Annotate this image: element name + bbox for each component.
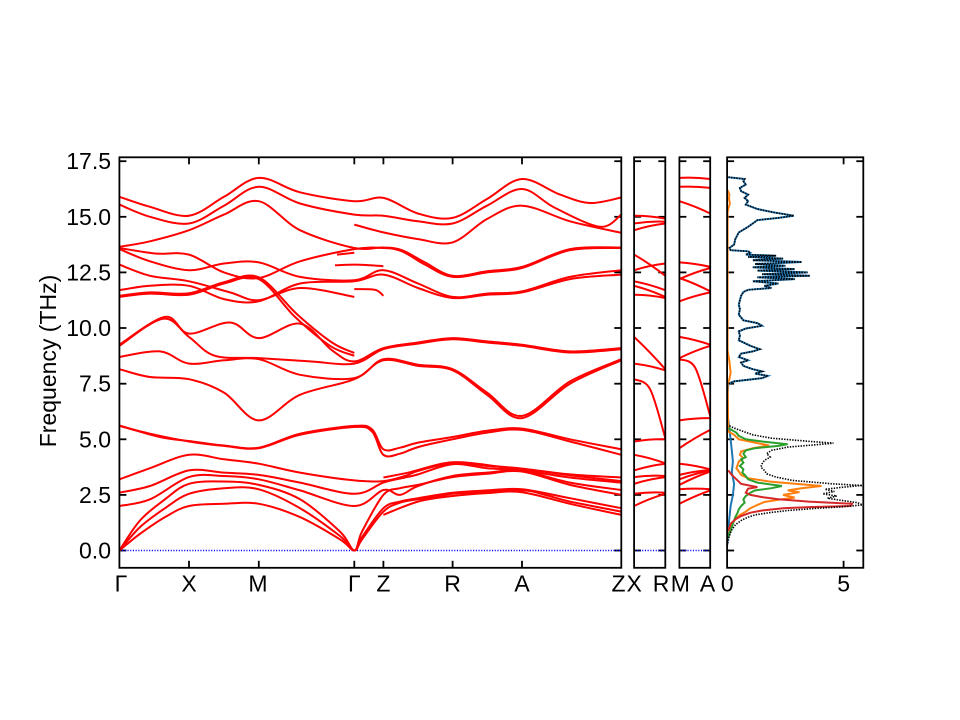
svg-text:Frequency (THz): Frequency (THz) [35, 275, 61, 448]
svg-text:10.0: 10.0 [66, 315, 111, 341]
svg-text:15.0: 15.0 [66, 204, 111, 230]
svg-text:M: M [671, 571, 690, 597]
svg-text:7.5: 7.5 [79, 371, 111, 397]
svg-text:5.0: 5.0 [79, 426, 111, 452]
svg-text:R: R [444, 571, 461, 597]
svg-text:A: A [700, 571, 716, 597]
svg-text:Z: Z [611, 571, 625, 597]
svg-text:X: X [181, 571, 196, 597]
svg-text:A: A [514, 571, 530, 597]
svg-text:2.5: 2.5 [79, 482, 111, 508]
svg-text:X: X [627, 571, 642, 597]
svg-text:R: R [653, 571, 670, 597]
svg-text:Z: Z [376, 571, 390, 597]
svg-text:0.0: 0.0 [79, 538, 111, 564]
svg-text:12.5: 12.5 [66, 259, 111, 285]
svg-text:17.5: 17.5 [66, 148, 111, 174]
svg-text:Γ: Γ [115, 571, 128, 597]
svg-text:Γ: Γ [348, 571, 361, 597]
svg-text:M: M [248, 571, 267, 597]
svg-text:0: 0 [721, 571, 734, 597]
svg-text:5: 5 [837, 571, 850, 597]
